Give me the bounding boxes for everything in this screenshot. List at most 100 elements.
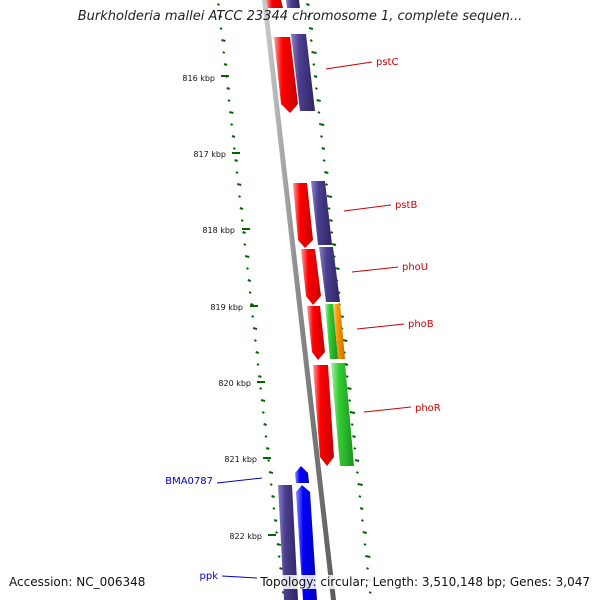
gc-skew-mark (319, 123, 325, 126)
gene-arrow-ppk-partner[interactable] (278, 485, 298, 600)
gene-arrow-pstC-partner[interactable] (291, 34, 315, 111)
gc-skew-mark (320, 135, 323, 138)
gc-skew-mark (222, 51, 226, 54)
gene-arrow-BMA0787[interactable] (295, 466, 309, 483)
gene-arrow-partial-red[interactable] (266, 0, 283, 8)
gc-skew-mark (258, 375, 262, 378)
gc-skew-mark (240, 219, 244, 222)
gc-skew-mark (275, 531, 278, 534)
gc-skew-mark (252, 327, 258, 330)
gene-arrow-phoR-partner-green[interactable] (331, 363, 354, 466)
gc-skew-mark (327, 207, 331, 210)
gene-arrow-phoR[interactable] (313, 365, 334, 466)
gene-arrow-phoU-partner[interactable] (319, 247, 340, 302)
gene-label-ppk[interactable]: ppk (200, 571, 219, 582)
gc-skew-mark (357, 483, 363, 486)
gc-skew-mark (251, 315, 255, 318)
label-leader-ppk (221, 575, 258, 579)
gc-skew-mark (345, 375, 349, 378)
gc-skew-mark (221, 39, 226, 42)
gc-skew-mark (244, 255, 250, 258)
gc-skew-mark (366, 567, 370, 570)
gc-skew-track-left (216, 3, 286, 594)
gene-arrow-phoB[interactable] (307, 306, 325, 360)
ruler-label: 817 kbp (193, 150, 226, 159)
gc-skew-mark (354, 459, 360, 462)
gc-skew-mark (355, 471, 359, 474)
gc-skew-mark (238, 195, 242, 198)
gc-skew-mark (330, 231, 334, 234)
gc-skew-mark (358, 495, 362, 498)
gc-skew-mark (326, 195, 333, 198)
gc-skew-mark (273, 519, 278, 522)
ruler-label: 822 kbp (229, 532, 262, 541)
gc-skew-mark (325, 183, 329, 186)
gc-skew-mark (250, 303, 254, 306)
cds-track (266, 0, 354, 600)
chromosome-backbone (262, 0, 336, 600)
gc-skew-mark (324, 171, 329, 174)
gc-skew-mark (236, 183, 242, 186)
gc-skew-mark (226, 87, 230, 90)
gene-arrow-phoU[interactable] (301, 249, 321, 305)
gc-skew-mark (306, 3, 310, 6)
gene-label-phoB[interactable]: phoB (408, 319, 434, 330)
label-leader-pstB (343, 204, 392, 212)
gc-skew-mark (246, 267, 249, 270)
gc-skew-mark (347, 387, 352, 390)
ruler-label: 818 kbp (202, 226, 235, 235)
gene-label-pstB[interactable]: pstB (395, 200, 417, 211)
label-leader-phoB (356, 323, 405, 330)
gc-skew-mark (350, 423, 354, 426)
gc-skew-mark (255, 351, 260, 354)
gc-skew-mark (348, 399, 352, 402)
label-leader-phoU (351, 266, 399, 273)
gc-skew-mark (279, 567, 283, 570)
gc-skew-mark (231, 135, 236, 138)
gc-skew-mark (263, 423, 267, 426)
gc-skew-mark (308, 27, 314, 30)
gene-arrow-pstC[interactable] (274, 37, 298, 113)
gc-skew-mark (259, 387, 263, 390)
gene-label-BMA0787[interactable]: BMA0787 (165, 476, 213, 487)
gc-skew-mark (359, 507, 364, 510)
gene-arrow-ppk[interactable] (296, 485, 317, 600)
gene-arrow-pstB-partner[interactable] (311, 181, 332, 245)
gc-skew-mark (344, 363, 349, 366)
label-leader-pstC (325, 61, 373, 70)
gc-skew-mark (269, 483, 273, 486)
gc-skew-mark (248, 291, 252, 294)
gc-skew-mark (268, 471, 274, 474)
topology-label: Topology: circular; Length: 3,510,148 bp… (260, 575, 590, 589)
gc-skew-mark (322, 159, 326, 162)
ruler-label: 821 kbp (224, 455, 257, 464)
gene-label-phoR[interactable]: phoR (415, 403, 441, 414)
gene-label-phoU[interactable]: phoU (402, 262, 428, 273)
gene-arrow-phoB-partner-green[interactable] (325, 304, 338, 359)
gc-skew-mark (218, 15, 223, 18)
gc-skew-mark (256, 363, 260, 366)
gc-skew-mark (307, 15, 311, 18)
gc-skew-mark (272, 507, 276, 510)
ruler-label: 816 kbp (182, 74, 215, 83)
gc-skew-mark (314, 87, 318, 90)
ruler-label: 819 kbp (210, 303, 243, 312)
gc-skew-mark (264, 435, 268, 438)
gene-arrow-pstB[interactable] (293, 183, 313, 248)
gc-skew-mark (227, 99, 231, 102)
gc-skew-mark (309, 39, 313, 42)
map-title: Burkholderia mallei ATCC 23344 chromosom… (77, 9, 523, 24)
gc-skew-mark (232, 147, 236, 150)
gene-label-pstC[interactable]: pstC (376, 57, 398, 68)
gene-arrow-phoB-partner-orange[interactable] (333, 304, 345, 359)
gc-skew-mark (253, 339, 257, 342)
gene-arrow-partial-purple[interactable] (286, 0, 300, 8)
gc-skew-mark (271, 495, 275, 498)
gc-skew-mark (260, 399, 266, 402)
gc-skew-mark (223, 63, 228, 66)
gene-labels: pstC pstB phoU phoB phoR BMA0787 ppk (165, 57, 441, 582)
gc-skew-mark (353, 447, 357, 450)
gc-skew-mark (229, 111, 234, 114)
gc-skew-mark (216, 3, 220, 6)
